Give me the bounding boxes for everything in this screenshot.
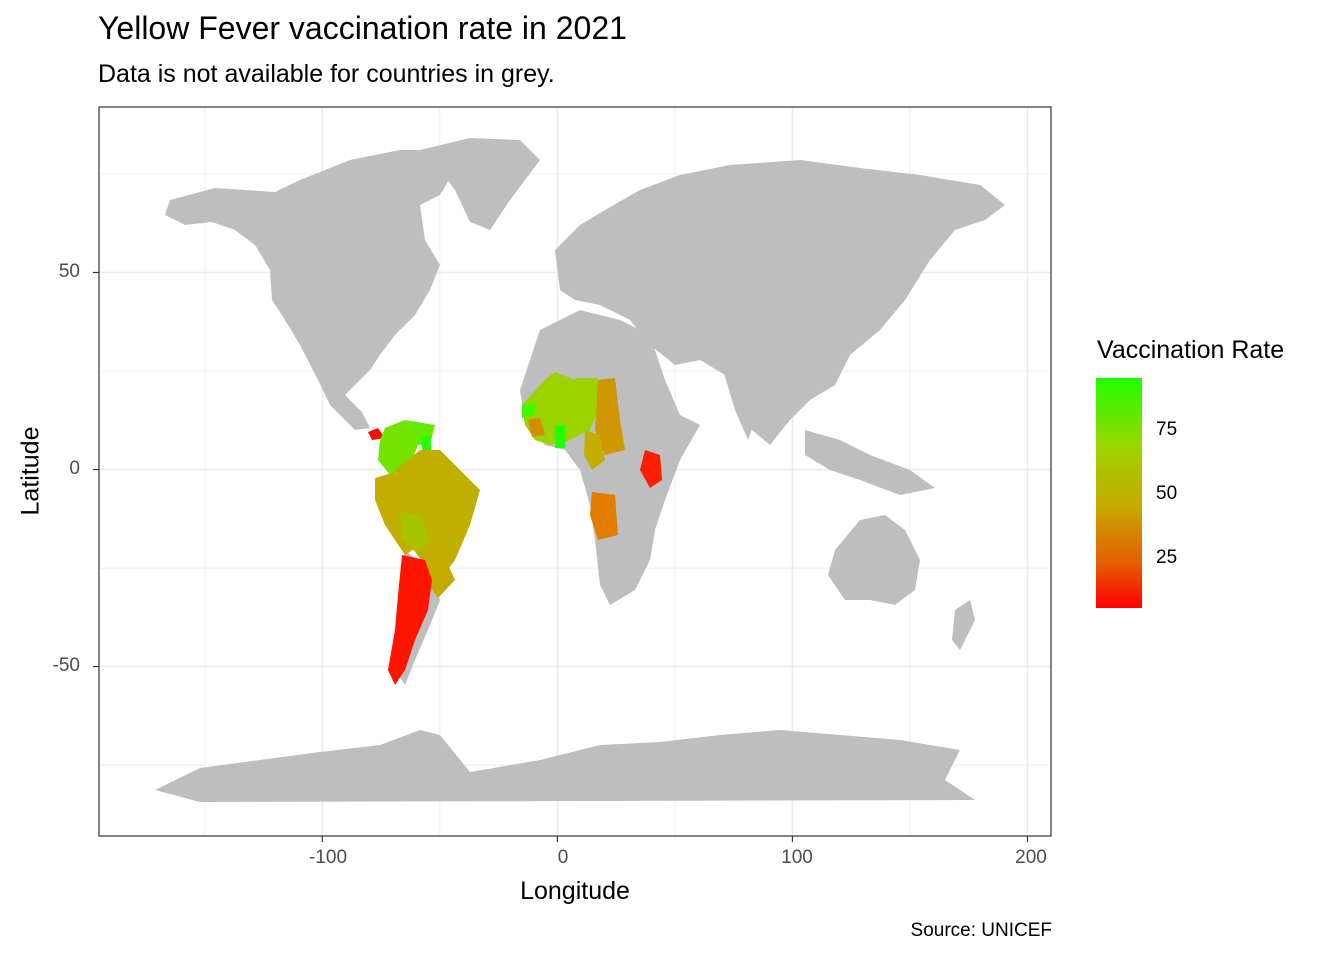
region-cameroon: [584, 430, 605, 470]
region-senegal: [522, 402, 535, 418]
y-tick-label: 0: [69, 458, 80, 479]
region-angola: [590, 492, 618, 540]
panel-border: [98, 106, 1052, 837]
greenland-shape: [420, 138, 540, 230]
x-tick-label: 200: [1015, 847, 1047, 868]
region-argentina: [388, 555, 432, 685]
chart-title: Yellow Fever vaccination rate in 2021: [98, 10, 627, 46]
chart-subtitle: Data is not available for countries in g…: [98, 60, 555, 88]
legend-tick-label: 75: [1156, 419, 1178, 440]
region-paraguay-uruguay: [425, 552, 455, 598]
region-kenya: [640, 450, 662, 488]
x-tick-label: -100: [308, 847, 348, 868]
legend-title: Vaccination Rate: [1097, 336, 1285, 364]
australia-shape: [828, 515, 920, 605]
legend-tick-label: 50: [1156, 483, 1178, 504]
region-chad: [595, 378, 625, 455]
north-america-shape: [165, 150, 455, 430]
eurasia-shape: [555, 160, 1005, 445]
y-tick-label: 50: [58, 261, 80, 282]
region-niger: [575, 378, 600, 405]
antarctica-shape: [155, 730, 975, 802]
new-zealand-shape: [952, 600, 975, 650]
legend-tick-label: 25: [1156, 547, 1178, 568]
source-caption: Source: UNICEF: [910, 920, 1052, 941]
land-no-data: [155, 138, 1005, 802]
countries-with-data: [368, 372, 662, 685]
legend-colorbar: [1096, 378, 1142, 608]
x-tick-label: 0: [557, 847, 569, 868]
x-tick-label: 100: [781, 847, 813, 868]
region-bolivia: [400, 512, 430, 552]
southeast-asia-islands-shape: [805, 430, 935, 495]
region-sierra-leone: [528, 418, 545, 437]
region-panama: [368, 428, 385, 440]
y-tick-label: -50: [52, 655, 80, 676]
axis-tick-marks: [93, 271, 1029, 842]
y-axis-label: Latitude: [16, 426, 45, 516]
indian-peninsula-shape: [720, 360, 765, 440]
x-axis-label: Longitude: [520, 877, 630, 905]
region-ghana: [555, 425, 565, 448]
